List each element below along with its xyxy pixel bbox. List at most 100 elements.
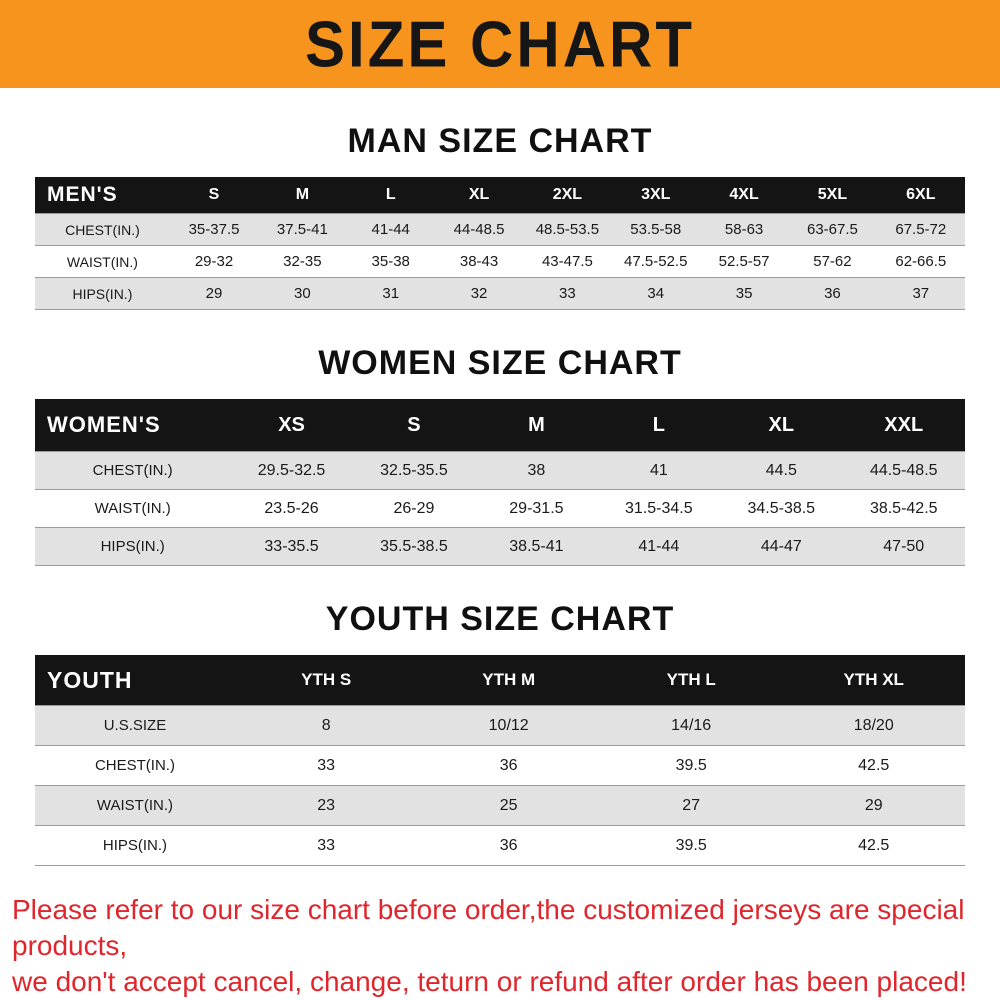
table-row: U.S.SIZE 8 10/12 14/16 18/20 [35,705,965,746]
size-cell: 47-50 [842,527,965,566]
table-row: CHEST(IN.) 33 36 39.5 42.5 [35,745,965,786]
row-label: HIPS(IN.) [35,825,235,866]
column-header: XS [278,413,305,436]
size-cell: 44.5 [720,451,843,490]
size-cell: 53.5-58 [611,213,700,246]
size-cell: 26-29 [352,489,476,528]
row-label: HIPS(IN.) [35,277,170,310]
size-cell: 32.5-35.5 [352,451,476,490]
footer-line-1: Please refer to our size chart before or… [12,894,965,961]
column-header: XL [468,186,490,203]
size-cell: 37.5-41 [258,213,347,246]
row-label: CHEST(IN.) [35,451,231,490]
size-cell: 38.5-42.5 [842,489,965,528]
size-cell: 42.5 [782,745,965,786]
table-header-row: MEN'S S M L XL 2XL 3XL 4XL 5XL 6XL [35,177,965,214]
size-cell: 10/12 [417,705,600,746]
size-cell: 38 [475,451,598,490]
size-cell: 18/20 [782,705,965,746]
size-cell: 33-35.5 [230,527,353,566]
column-header: 2XL [552,186,583,203]
column-header: S [208,186,220,203]
size-cell: 42.5 [782,825,965,866]
table-row: HIPS(IN.) 33 36 39.5 42.5 [35,825,965,866]
column-header: YTH XL [843,670,904,689]
size-cell: 35.5-38.5 [352,527,476,566]
size-cell: 47.5-52.5 [611,245,700,278]
size-cell: 23.5-26 [230,489,353,528]
size-cell: 39.5 [599,745,783,786]
size-cell: 36 [417,745,600,786]
column-header: XXL [884,413,924,436]
column-header: S [407,413,421,436]
size-cell: 62-66.5 [876,245,965,278]
size-cell: 31 [346,277,435,310]
size-cell: 34 [611,277,700,310]
womens-size-table: WOMEN'S XS S M L XL XXL CHEST(IN.) 29.5-32.5 32.5… [35,399,965,566]
column-header: L [652,413,665,436]
column-header: M [528,413,545,436]
size-cell: 44.5-48.5 [842,451,965,490]
row-label: CHEST(IN.) [35,213,170,246]
mens-size-table: MEN'S S M L XL 2XL 3XL 4XL 5XL 6XL CHEST(IN.) 35-37… [35,177,965,310]
size-cell: 33 [234,745,418,786]
row-label: HIPS(IN.) [35,527,231,566]
section-heading: YOUTH SIZE CHART [325,600,675,638]
size-cell: 58-63 [699,213,789,246]
table-header-row: YOUTH YTH S YTH M YTH L YTH XL [35,655,965,706]
size-cell: 32-35 [258,245,347,278]
size-cell: 39.5 [599,825,783,866]
size-cell: 48.5-53.5 [523,213,612,246]
size-cell: 35 [699,277,789,310]
banner: SIZE CHART [0,0,1000,88]
banner-title: SIZE CHART [305,7,695,81]
size-cell: 57-62 [788,245,877,278]
size-cell: 41-44 [346,213,435,246]
youth-size-table: YOUTH YTH S YTH M YTH L YTH XL U.S.SIZE 8 10/12… [35,655,965,866]
size-cell: 36 [417,825,600,866]
column-header: YTH S [301,670,352,689]
table-row: HIPS(IN.) 29 30 31 32 33 34 35 36 37 [35,277,965,310]
table-corner-label: WOMEN'S [47,412,161,437]
size-cell: 29 [169,277,259,310]
size-cell: 29.5-32.5 [230,451,353,490]
row-label: WAIST(IN.) [35,245,170,278]
size-cell: 27 [599,785,783,826]
column-header: YTH L [666,670,716,689]
size-cell: 34.5-38.5 [720,489,843,528]
size-cell: 52.5-57 [699,245,789,278]
column-header: 6XL [906,186,936,203]
row-label: WAIST(IN.) [35,785,235,826]
column-header: 3XL [641,186,671,203]
size-cell: 35-38 [346,245,435,278]
size-cell: 43-47.5 [523,245,612,278]
table-row: CHEST(IN.) 29.5-32.5 32.5-35.5 38 41 44.5 44.5… [35,451,965,490]
size-cell: 37 [876,277,965,310]
table-corner-label: YOUTH [47,666,133,693]
size-cell: 23 [234,785,418,826]
row-label: CHEST(IN.) [35,745,235,786]
size-cell: 8 [234,705,418,746]
size-cell: 31.5-34.5 [597,489,721,528]
column-header: XL [768,413,795,436]
table-header-row: WOMEN'S XS S M L XL XXL [35,399,965,452]
size-cell: 33 [234,825,418,866]
size-chart-sections: MAN SIZE CHART MEN'S S M L XL 2XL 3XL 4XL 5XL 6XL C… [0,122,1000,866]
table-corner-label: MEN'S [47,183,118,206]
row-label: U.S.SIZE [35,705,235,746]
size-cell: 32 [434,277,524,310]
size-cell: 29 [782,785,965,826]
row-label: WAIST(IN.) [35,489,231,528]
section-heading: WOMEN SIZE CHART [318,344,682,382]
table-row: HIPS(IN.) 33-35.5 35.5-38.5 38.5-41 41-44 44-… [35,527,965,566]
size-cell: 33 [523,277,612,310]
table-row: CHEST(IN.) 35-37.5 37.5-41 41-44 44-48.5 48.5… [35,213,965,246]
size-cell: 38.5-41 [475,527,598,566]
column-header: YTH M [482,670,536,689]
section-heading: MAN SIZE CHART [347,122,653,160]
size-cell: 25 [417,785,600,826]
table-row: WAIST(IN.) 23.5-26 26-29 29-31.5 31.5-34.5 34… [35,489,965,528]
footer-line-2: we don't accept cancel, change, teturn o… [12,965,967,997]
size-cell: 41 [597,451,721,490]
